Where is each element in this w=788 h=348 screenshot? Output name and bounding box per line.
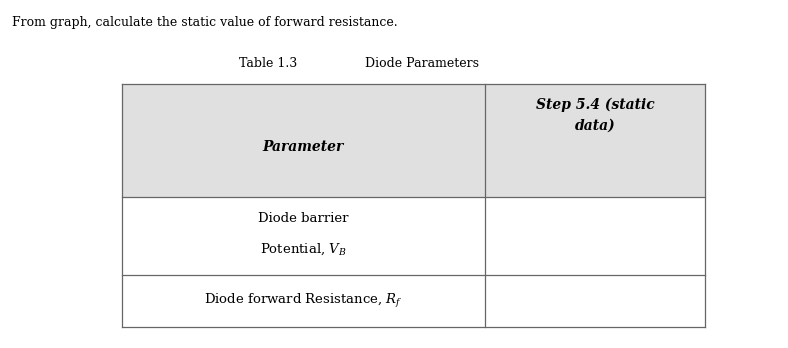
- Bar: [122, 84, 485, 197]
- Bar: [485, 197, 705, 275]
- Text: Diode forward Resistance, $R_f$: Diode forward Resistance, $R_f$: [204, 292, 403, 310]
- Bar: [122, 197, 485, 275]
- Text: Step 5.4 (static
data): Step 5.4 (static data): [536, 97, 654, 133]
- Text: Diode barrier: Diode barrier: [258, 212, 348, 225]
- Text: Potential, $V_B$: Potential, $V_B$: [260, 242, 347, 258]
- Text: Parameter: Parameter: [262, 140, 344, 154]
- Bar: [485, 84, 705, 197]
- Text: Diode Parameters: Diode Parameters: [365, 57, 478, 70]
- Bar: [122, 275, 485, 327]
- Text: Table 1.3: Table 1.3: [239, 57, 297, 70]
- Bar: [485, 275, 705, 327]
- Text: From graph, calculate the static value of forward resistance.: From graph, calculate the static value o…: [12, 16, 397, 29]
